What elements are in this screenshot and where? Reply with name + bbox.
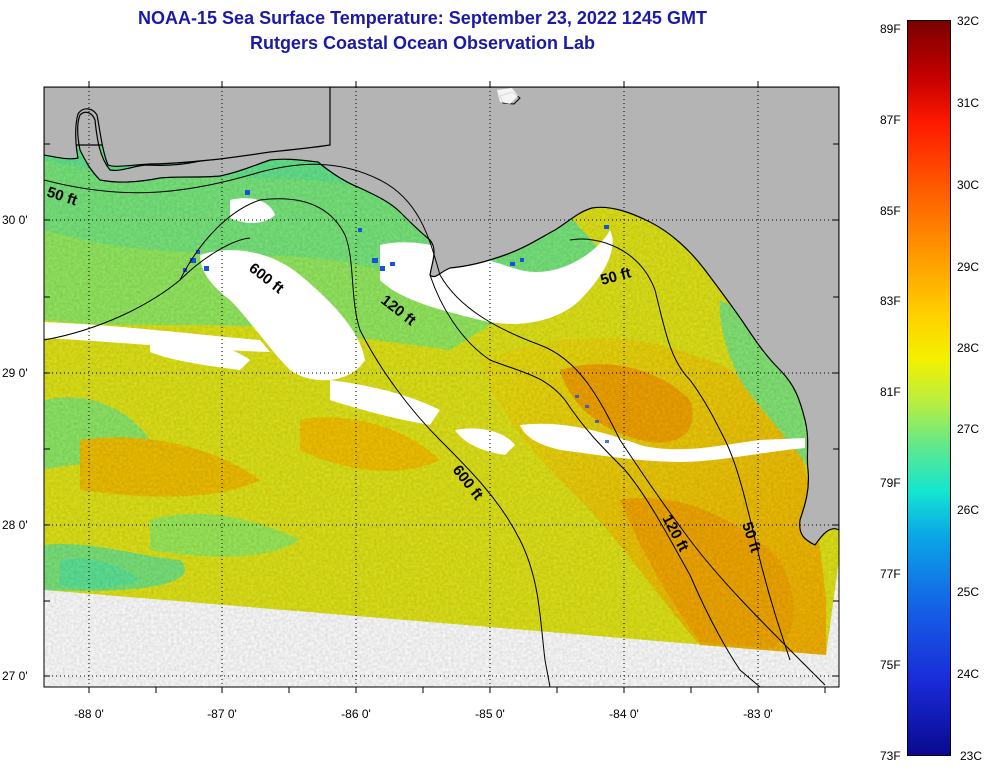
colorbar-label-81f: 81F	[880, 385, 901, 399]
lon-label-85: -85 0'	[475, 707, 505, 721]
colorbar-label-31c: 31C	[957, 96, 980, 110]
colorbar-label-77f: 77F	[880, 567, 901, 581]
lon-label-83: -83 0'	[743, 707, 773, 721]
colorbar-label-23c: 23C	[960, 749, 983, 763]
lon-label-84: -84 0'	[609, 707, 639, 721]
lon-label-88: -88 0'	[74, 707, 104, 721]
lon-label-86: -86 0'	[341, 707, 371, 721]
land-mass	[44, 87, 839, 546]
colorbar-label-29c: 29C	[957, 260, 980, 274]
cloud-mask	[44, 198, 805, 462]
lat-label-28: 28 0'	[2, 518, 28, 532]
colorbar-label-79f: 79F	[880, 476, 901, 490]
colorbar-label-75f: 75F	[880, 658, 901, 672]
colorbar-label-32c: 32C	[957, 14, 980, 28]
isobaths	[44, 163, 826, 687]
colorbar-label-73f: 73F	[880, 749, 901, 763]
colorbar-label-26c: 26C	[957, 503, 980, 517]
temperature-colorbar	[907, 20, 951, 756]
colorbar-label-24c: 24C	[957, 667, 980, 681]
colorbar-label-89f: 89F	[880, 22, 901, 36]
lat-label-29: 29 0'	[2, 366, 28, 380]
lat-label-27: 27 0'	[2, 669, 28, 683]
lon-label-87: -87 0'	[207, 707, 237, 721]
lat-label-30: 30 0'	[2, 213, 28, 227]
map-title: NOAA-15 Sea Surface Temperature: Septemb…	[138, 8, 707, 28]
colorbar-label-30c: 30C	[957, 178, 980, 192]
map-subtitle: Rutgers Coastal Ocean Observation Lab	[249, 33, 596, 53]
colorbar-label-25c: 25C	[957, 585, 980, 599]
colorbar-label-85f: 85F	[880, 204, 901, 218]
colorbar-label-27c: 27C	[957, 422, 980, 436]
colorbar-label-87f: 87F	[880, 113, 901, 127]
colorbar-label-28c: 28C	[957, 341, 980, 355]
colorbar-label-83f: 83F	[880, 294, 901, 308]
